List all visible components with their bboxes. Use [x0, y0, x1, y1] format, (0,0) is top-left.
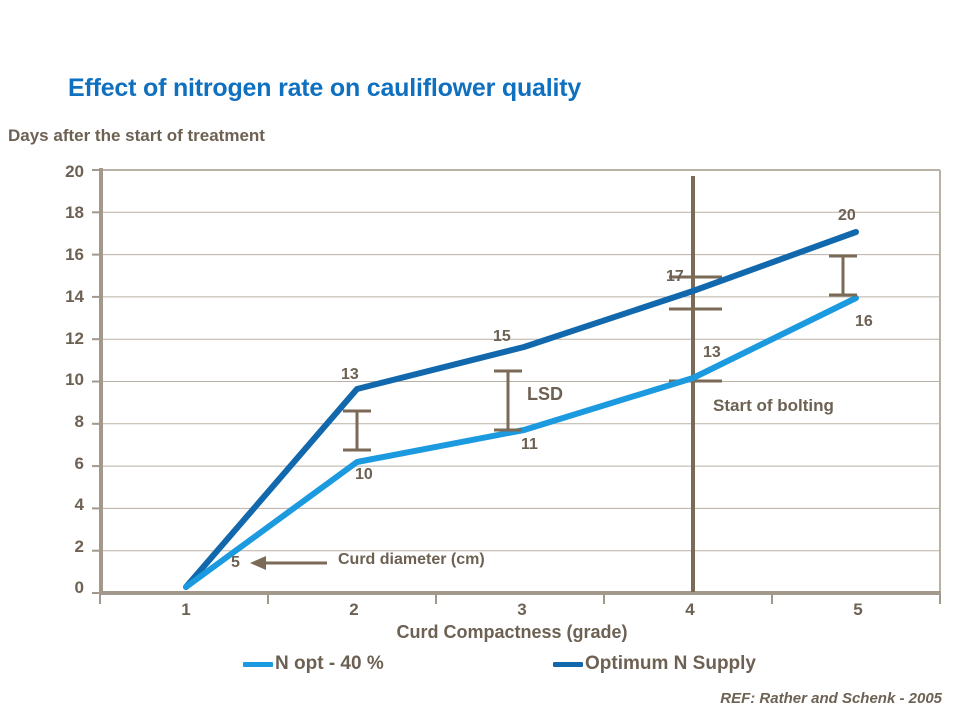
data-label-optimum-4: 17: [666, 268, 684, 285]
page-title: Effect of nitrogen rate on cauliflower q…: [68, 74, 582, 102]
start-of-bolting-annotation: Start of bolting: [713, 396, 834, 415]
legend-item-optimum-n-supply[interactable]: Optimum N Supply: [553, 653, 756, 675]
x-tick-marks: [99, 593, 941, 604]
error-bar-x2: [343, 409, 371, 452]
x-tick-label: 1: [181, 600, 191, 619]
y-tick-label: 16: [65, 245, 84, 264]
lsd-annotation: LSD: [527, 384, 563, 404]
x-axis-title: Curd Compactness (grade): [396, 622, 628, 642]
error-bar-x5: [829, 254, 857, 297]
series-line-n-opt-40: [183, 295, 859, 590]
legend-item-n-opt-40[interactable]: N opt - 40 %: [243, 653, 384, 675]
curd-diameter-arrow: [250, 556, 327, 570]
y-tick-label: 14: [65, 287, 84, 306]
y-tick-label: 12: [65, 329, 84, 348]
legend-swatch-icon: [243, 661, 273, 667]
gridlines: [100, 211, 940, 552]
x-tick-label: 4: [685, 600, 695, 619]
data-label-optimum-5: 20: [838, 207, 856, 224]
data-label-optimum-2: 13: [341, 366, 359, 383]
x-tick-label: 5: [853, 600, 863, 619]
plot-border: [100, 169, 941, 593]
y-tick-label: 8: [74, 412, 84, 431]
data-label-optimum-3: 15: [493, 328, 511, 345]
legend-swatch-icon: [553, 661, 583, 667]
data-label-nopt-1: 5: [231, 554, 240, 571]
data-label-nopt-2: 10: [355, 466, 373, 483]
y-axis-title: Days after the start of treatment: [8, 126, 265, 145]
y-tick-label: 10: [65, 370, 84, 389]
legend-label: N opt - 40 %: [275, 653, 384, 674]
error-bar-lsd: [494, 369, 522, 432]
y-tick-label: 18: [65, 203, 84, 222]
y-tick-label: 6: [74, 454, 84, 473]
x-tick-label: 2: [349, 600, 359, 619]
legend: N opt - 40 % Optimum N Supply: [0, 653, 960, 679]
y-tick-label: 2: [74, 537, 84, 556]
data-label-nopt-3: 11: [521, 436, 538, 453]
y-tick-marks: [92, 169, 101, 594]
reference-note: REF: Rather and Schenk - 2005: [720, 690, 942, 707]
legend-label: Optimum N Supply: [585, 653, 756, 674]
data-label-nopt-5: 16: [855, 313, 873, 330]
series-line-optimum-n-supply: [183, 229, 859, 590]
curd-diameter-annotation: Curd diameter (cm): [338, 551, 485, 568]
y-tick-label: 0: [74, 578, 84, 597]
y-tick-label: 4: [74, 495, 84, 514]
x-tick-label: 3: [517, 600, 527, 619]
data-label-nopt-4: 13: [703, 344, 721, 361]
y-tick-label: 20: [65, 162, 84, 181]
